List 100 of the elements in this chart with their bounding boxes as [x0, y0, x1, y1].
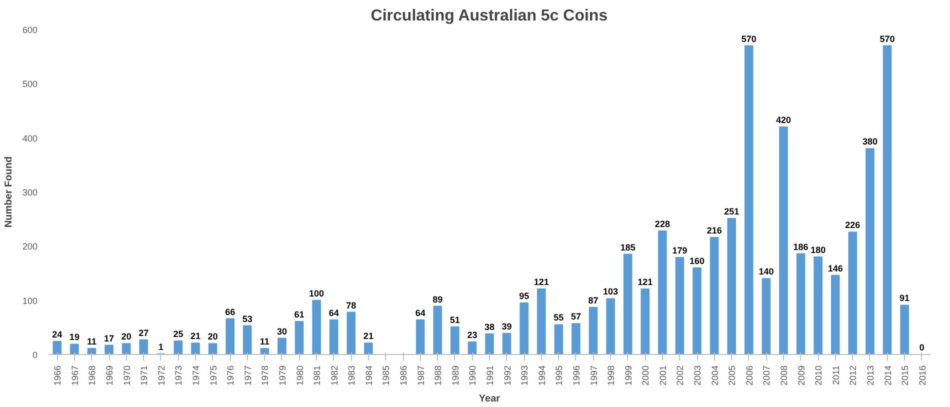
x-tick-label: 1999: [623, 365, 634, 386]
data-label: 100: [309, 288, 324, 298]
data-label: 185: [620, 242, 636, 252]
data-label: 180: [810, 245, 826, 255]
data-label: 91: [900, 293, 910, 304]
data-label: 24: [52, 330, 62, 340]
data-label: 25: [173, 328, 184, 339]
x-tick-label: 1991: [485, 365, 495, 386]
x-tick-label: 1967: [70, 365, 80, 386]
x-tick-label: 1998: [606, 365, 616, 386]
data-label: 121: [534, 276, 549, 287]
data-label: 380: [862, 136, 878, 147]
data-label: 55: [554, 312, 564, 323]
data-label: 11: [86, 336, 96, 347]
x-tick-label: 1971: [139, 365, 150, 386]
x-tick-label: 1983: [346, 365, 357, 386]
x-tick-label: 2006: [744, 365, 754, 386]
x-tick-label: 1985: [381, 365, 392, 386]
data-label: 0: [919, 342, 924, 352]
data-label: 95: [519, 291, 530, 302]
data-label: 420: [776, 115, 792, 125]
x-tick-label: 1973: [174, 365, 184, 386]
data-label: 87: [588, 295, 598, 306]
data-label: 570: [741, 34, 756, 44]
x-tick-label: 1976: [226, 365, 236, 386]
data-label: 17: [104, 333, 114, 344]
data-label: 179: [672, 246, 688, 256]
data-label: 103: [603, 286, 618, 297]
x-tick-label: 1990: [468, 365, 478, 386]
x-tick-label: 2010: [814, 365, 824, 386]
data-label: 39: [502, 321, 512, 332]
data-label: 20: [121, 332, 132, 342]
data-label: 21: [190, 331, 201, 342]
y-tick-label: 600: [22, 25, 38, 35]
data-label: 38: [484, 322, 495, 332]
data-label: 78: [346, 300, 356, 310]
data-label: 160: [690, 256, 705, 266]
data-label: 64: [328, 308, 339, 318]
x-tick-label: 1987: [416, 365, 426, 386]
x-tick-label: 2012: [848, 365, 858, 386]
data-label: 1: [158, 342, 164, 352]
x-tick-label: 2003: [692, 365, 703, 386]
data-label: 11: [260, 336, 270, 347]
x-tick-label: 1995: [554, 365, 564, 386]
y-tick-label: 500: [22, 79, 38, 90]
x-tick-label: 2015: [900, 365, 910, 386]
x-tick-label: 1996: [571, 365, 582, 386]
x-tick-label: 2007: [762, 365, 772, 386]
x-tick-label: 1977: [242, 365, 253, 386]
x-tick-label: 1988: [433, 365, 444, 386]
y-tick-label: 400: [22, 133, 38, 144]
data-label: 146: [828, 263, 843, 274]
x-tick-label: 1979: [277, 365, 288, 386]
x-tick-label: 1997: [588, 365, 599, 386]
x-tick-label: 2002: [675, 365, 686, 386]
x-tick-label: 1986: [398, 365, 409, 386]
data-label: 226: [845, 220, 860, 230]
x-tick-label: 1992: [502, 365, 512, 386]
x-tick-label: 2000: [640, 365, 651, 386]
data-label: 51: [450, 314, 460, 325]
y-tick-label: 200: [22, 242, 38, 252]
data-label: 570: [880, 34, 895, 44]
y-axis-title: Number Found: [3, 156, 14, 228]
x-tick-label: 1968: [87, 365, 98, 386]
y-tick-label: 0: [32, 350, 38, 360]
data-label: 21: [363, 331, 374, 342]
x-tick-label: 1969: [104, 365, 115, 386]
data-label: 140: [758, 266, 774, 277]
x-tick-label: 2001: [658, 365, 668, 386]
x-tick-label: 1966: [52, 365, 63, 386]
x-tick-label: 1975: [208, 365, 218, 386]
data-label: 61: [294, 309, 304, 320]
data-label: 66: [225, 306, 236, 317]
x-tick-label: 2005: [727, 365, 738, 386]
x-tick-label: 1981: [312, 365, 322, 386]
data-label: 228: [654, 219, 670, 229]
x-tick-label: 1980: [294, 365, 305, 386]
data-label: 27: [138, 328, 149, 338]
x-tick-label: 2011: [830, 365, 841, 385]
x-tick-label: 1970: [122, 365, 132, 386]
x-tick-label: 2016: [917, 365, 928, 386]
x-tick-label: 2004: [710, 365, 720, 386]
x-tick-label: 1984: [364, 365, 374, 386]
chart-title: Circulating Australian 5c Coins: [370, 8, 608, 24]
data-label: 251: [724, 206, 740, 217]
x-tick-label: 2014: [882, 365, 893, 386]
x-tick-label: 1993: [520, 365, 530, 386]
x-tick-label: 1989: [450, 365, 460, 386]
x-tick-label: 1972: [156, 365, 166, 386]
x-tick-label: 1994: [536, 365, 547, 386]
data-label: 30: [276, 326, 287, 336]
x-axis-title: Year: [478, 394, 500, 405]
data-label: 57: [570, 312, 581, 322]
x-tick-label: 2009: [796, 365, 806, 386]
data-label: 89: [432, 294, 443, 304]
data-label: 64: [415, 308, 426, 318]
data-label: 121: [638, 276, 653, 287]
x-tick-label: 1982: [329, 365, 340, 386]
y-tick-label: 100: [22, 296, 38, 306]
x-tick-label: 1974: [191, 365, 201, 386]
